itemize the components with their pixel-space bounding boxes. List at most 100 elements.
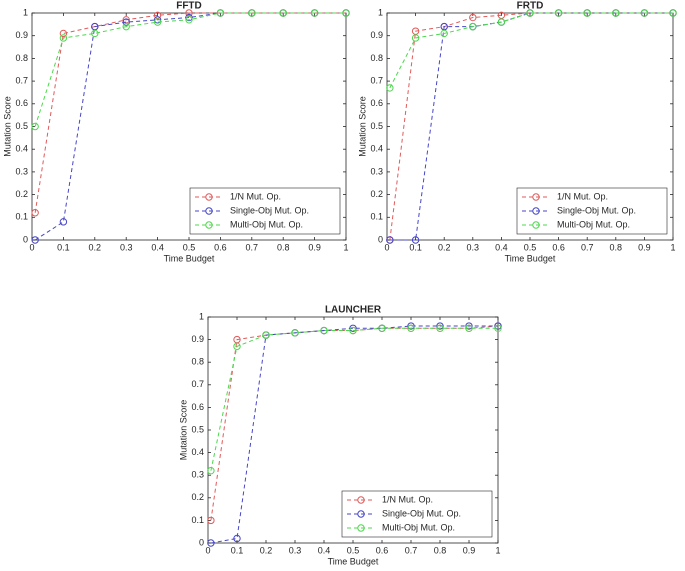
y-tick-label: 0.1 bbox=[191, 515, 204, 525]
y-tick-label: 0.9 bbox=[370, 30, 383, 40]
data-point bbox=[497, 18, 506, 26]
x-tick-label: 0.2 bbox=[260, 545, 273, 555]
data-point bbox=[91, 29, 99, 38]
x-tick-label: 1 bbox=[343, 242, 348, 252]
series-line bbox=[389, 12, 673, 89]
legend-label: Single-Obj Mut. Op. bbox=[557, 205, 636, 215]
y-tick-label: 0.4 bbox=[370, 144, 383, 154]
legend-marker bbox=[205, 221, 213, 229]
y-tick-label: 0.2 bbox=[191, 492, 204, 502]
x-tick-label: 0.8 bbox=[277, 242, 290, 252]
series-line bbox=[210, 325, 499, 521]
data-point bbox=[583, 9, 591, 17]
legend-box bbox=[189, 187, 341, 235]
x-tick-label: 0.6 bbox=[376, 545, 389, 555]
x-tick-label: 0.7 bbox=[405, 545, 418, 555]
y-tick-label: 0.3 bbox=[191, 470, 204, 480]
x-axis-label: Time Budget bbox=[164, 253, 215, 263]
y-axis-label: Mutation Score bbox=[357, 96, 367, 157]
data-point bbox=[640, 9, 649, 17]
y-tick-label: 0 bbox=[378, 234, 383, 244]
legend-marker bbox=[357, 510, 365, 518]
legend-box bbox=[341, 490, 493, 538]
data-point bbox=[207, 539, 215, 547]
y-tick-label: 1 bbox=[378, 7, 383, 17]
data-point bbox=[31, 236, 39, 244]
x-tick-label: 0.4 bbox=[151, 242, 164, 252]
x-tick-label: 0.4 bbox=[318, 545, 331, 555]
x-tick-label: 0.3 bbox=[289, 545, 302, 555]
legend-label: Multi-Obj Mut. Op. bbox=[557, 219, 630, 229]
legend-label: Single-Obj Mut. Op. bbox=[382, 508, 461, 518]
data-point bbox=[494, 322, 502, 330]
x-axis-label: Time Budget bbox=[505, 253, 556, 263]
legend-marker bbox=[532, 207, 540, 215]
x-tick-label: 0.2 bbox=[89, 242, 102, 252]
y-tick-label: 0.8 bbox=[15, 53, 28, 63]
y-tick-label: 1 bbox=[199, 311, 204, 321]
data-point bbox=[122, 22, 130, 31]
y-tick-label: 0.8 bbox=[370, 53, 383, 63]
legend-marker bbox=[205, 207, 213, 215]
x-tick-label: 0.6 bbox=[552, 242, 565, 252]
data-point bbox=[233, 342, 241, 351]
y-tick-label: 0.1 bbox=[370, 212, 383, 222]
x-tick-label: 0.9 bbox=[308, 242, 321, 252]
y-tick-label: 0.5 bbox=[15, 121, 28, 131]
data-point bbox=[349, 326, 357, 335]
y-tick-label: 0.6 bbox=[370, 98, 383, 108]
y-tick-label: 0.9 bbox=[15, 30, 28, 40]
y-tick-label: 0.4 bbox=[191, 447, 204, 457]
data-point bbox=[31, 122, 39, 131]
data-point bbox=[386, 236, 394, 244]
data-point bbox=[233, 534, 241, 543]
data-point bbox=[342, 9, 350, 17]
data-point bbox=[436, 322, 444, 330]
legend-marker bbox=[357, 496, 365, 504]
data-point bbox=[349, 324, 357, 332]
data-point bbox=[494, 324, 502, 332]
data-point bbox=[554, 9, 563, 17]
series-line bbox=[34, 12, 346, 127]
y-tick-label: 0.7 bbox=[15, 75, 28, 85]
legend-label: Single-Obj Mut. Op. bbox=[230, 205, 309, 215]
chart-title: FRTD bbox=[517, 1, 544, 12]
x-tick-label: 0 bbox=[384, 242, 389, 252]
y-axis-label: Mutation Score bbox=[2, 96, 12, 157]
x-tick-label: 0 bbox=[29, 242, 34, 252]
data-point bbox=[207, 516, 215, 525]
chart: 0 0.1 0.2 0.3 0.4 0.5 0.6 0.7 0.8 0.9 1 0 0.1 0.2 0.3 0… bbox=[357, 1, 677, 263]
y-tick-label: 0.3 bbox=[370, 166, 383, 176]
data-point bbox=[31, 209, 39, 217]
y-tick-label: 0.4 bbox=[15, 144, 28, 154]
chart-title: LAUNCHER bbox=[325, 305, 382, 316]
x-tick-label: 0.5 bbox=[524, 242, 537, 252]
legend-marker bbox=[205, 193, 213, 201]
data-point bbox=[465, 324, 473, 332]
x-tick-label: 0.8 bbox=[434, 545, 447, 555]
data-point bbox=[262, 331, 270, 339]
data-point bbox=[669, 9, 677, 17]
chart-title: FFTD bbox=[176, 1, 202, 12]
data-point bbox=[185, 16, 193, 24]
y-tick-label: 0.8 bbox=[191, 357, 204, 367]
data-point bbox=[122, 18, 130, 26]
data-point bbox=[465, 322, 473, 330]
legend-marker bbox=[532, 221, 540, 229]
y-tick-label: 1 bbox=[23, 7, 28, 17]
chart: 0 0.1 0.2 0.3 0.4 0.5 0.6 0.7 0.8 0.9 1 0 0.1 0.2 0.3 0… bbox=[2, 1, 350, 263]
y-tick-label: 0.7 bbox=[370, 75, 383, 85]
data-point bbox=[59, 34, 68, 42]
legend-label: Multi-Obj Mut. Op. bbox=[230, 219, 303, 229]
data-point bbox=[386, 84, 394, 92]
x-tick-label: 0.2 bbox=[438, 242, 451, 252]
x-tick-label: 0 bbox=[205, 545, 210, 555]
data-point bbox=[207, 466, 215, 475]
data-point bbox=[216, 9, 225, 17]
y-tick-label: 0.5 bbox=[370, 121, 383, 131]
x-tick-label: 0.5 bbox=[347, 545, 360, 555]
series-line bbox=[210, 325, 498, 544]
y-tick-label: 0.2 bbox=[15, 189, 28, 199]
x-tick-label: 0.9 bbox=[463, 545, 476, 555]
